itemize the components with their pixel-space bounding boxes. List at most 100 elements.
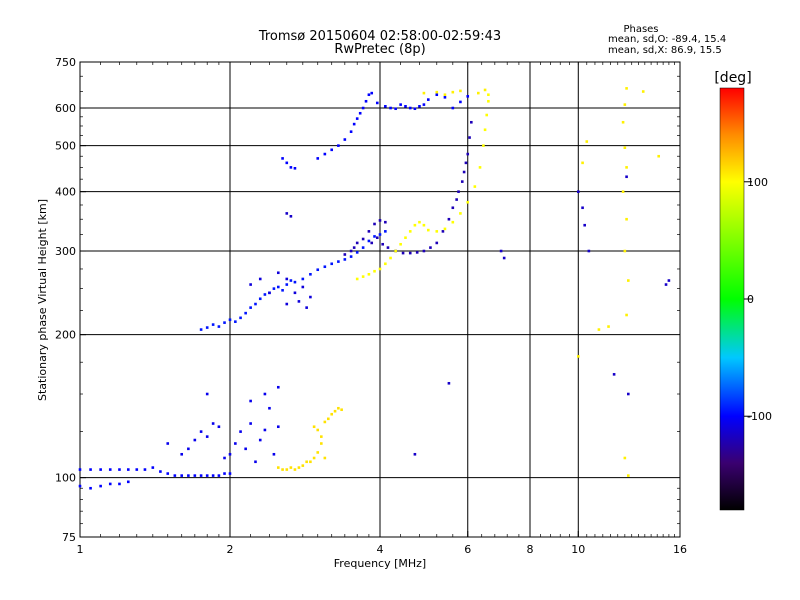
data-point: [487, 93, 490, 97]
data-point: [361, 275, 365, 278]
data-point: [384, 262, 387, 266]
data-point: [422, 223, 426, 227]
data-point: [205, 435, 209, 438]
data-point: [373, 222, 376, 226]
data-point: [244, 311, 247, 315]
data-point: [641, 90, 645, 93]
data-point: [459, 212, 462, 215]
y-tick-label: 400: [55, 186, 76, 199]
data-point: [281, 288, 284, 292]
data-point: [468, 136, 471, 139]
data-point: [126, 480, 130, 484]
data-point: [285, 468, 289, 471]
data-point: [422, 91, 426, 95]
data-point: [457, 190, 460, 193]
data-point: [199, 328, 203, 331]
data-point: [337, 144, 340, 147]
data-point: [239, 430, 242, 433]
data-point: [258, 277, 262, 281]
data-point: [447, 217, 451, 221]
data-point: [205, 474, 209, 477]
x-tick-label: 6: [464, 543, 471, 556]
data-point: [415, 251, 419, 254]
data-point: [426, 228, 430, 232]
data-point: [316, 157, 320, 160]
data-point: [375, 101, 379, 105]
data-point: [108, 482, 112, 486]
data-point: [263, 428, 267, 432]
data-point: [301, 464, 305, 467]
grid-vertical: [229, 62, 579, 537]
data-point: [483, 128, 487, 132]
data-point: [581, 206, 584, 210]
data-point: [499, 249, 503, 253]
data-point: [466, 152, 470, 156]
data-point: [352, 122, 356, 126]
data-point: [151, 466, 155, 469]
data-point: [470, 120, 473, 124]
data-point: [361, 246, 365, 249]
data-point: [180, 452, 184, 456]
colorbar-tick-label: -100: [747, 410, 772, 423]
data-point: [477, 91, 480, 95]
data-point: [234, 442, 237, 445]
data-point: [305, 306, 308, 309]
data-point: [361, 237, 365, 241]
data-point: [373, 235, 376, 238]
data-point: [384, 220, 387, 224]
data-point: [349, 249, 353, 253]
data-point: [223, 321, 226, 324]
data-point: [625, 217, 628, 221]
y-tick-label: 600: [55, 102, 76, 115]
data-point: [199, 430, 203, 433]
data-point: [320, 435, 323, 438]
data-point: [268, 406, 271, 410]
colorbar-tick-label: 100: [747, 176, 768, 189]
data-point: [352, 246, 356, 249]
data-point: [576, 355, 580, 358]
data-point: [485, 113, 489, 117]
data-point: [355, 277, 359, 281]
y-tick-label: 100: [55, 472, 76, 485]
data-point: [272, 452, 276, 456]
data-point: [289, 466, 293, 469]
data-point: [187, 474, 190, 477]
data-point: [293, 166, 297, 170]
data-point: [78, 484, 82, 488]
data-point: [327, 417, 330, 421]
data-point: [118, 468, 121, 471]
data-point: [343, 258, 347, 261]
data-point: [340, 408, 343, 412]
data-point: [370, 241, 374, 245]
data-point: [99, 468, 102, 471]
data-point: [205, 326, 209, 329]
data-point: [466, 95, 470, 98]
data-point: [576, 190, 580, 193]
data-point: [664, 283, 668, 286]
data-point: [627, 474, 630, 477]
data-point: [89, 486, 92, 490]
data-point: [625, 313, 628, 317]
data-point: [223, 456, 226, 460]
data-point: [373, 269, 376, 273]
data-points: [78, 87, 671, 490]
data-point: [281, 157, 284, 160]
data-point: [581, 161, 584, 165]
data-point: [316, 451, 320, 454]
data-point: [323, 420, 327, 424]
data-point: [355, 251, 359, 254]
data-point: [281, 468, 284, 471]
data-point: [583, 223, 586, 227]
data-point: [367, 93, 371, 97]
y-tick-label: 500: [55, 140, 76, 153]
data-point: [193, 438, 197, 442]
data-point: [413, 107, 417, 111]
data-point: [413, 452, 417, 456]
data-point: [89, 468, 92, 471]
data-point: [378, 233, 382, 236]
data-point: [193, 474, 197, 477]
data-point: [621, 120, 625, 124]
data-point: [621, 190, 625, 193]
data-point: [623, 103, 627, 106]
data-point: [394, 107, 397, 111]
